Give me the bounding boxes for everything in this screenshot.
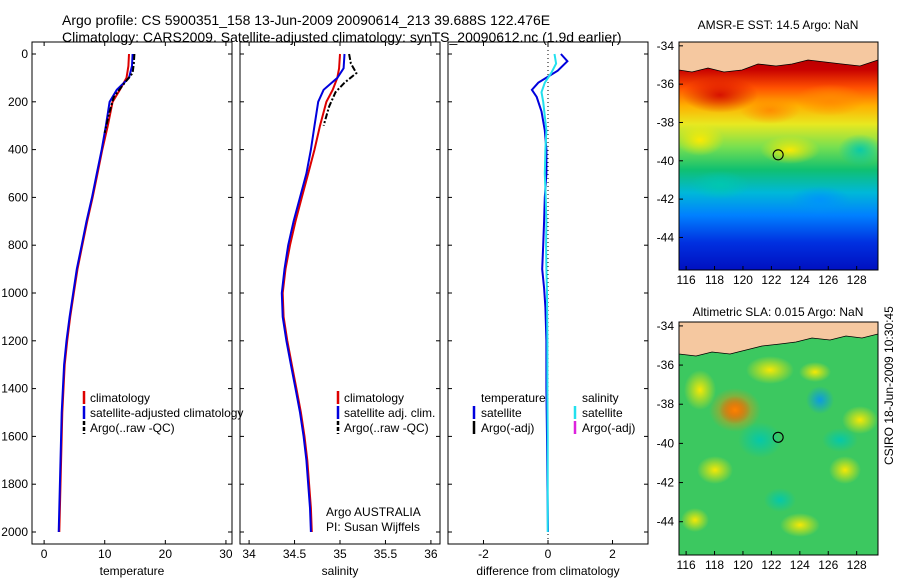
depth-tick-label: 0: [21, 47, 28, 61]
pi-name-label: PI: Susan Wijffels: [326, 520, 420, 534]
sst-lon-label: 116: [677, 273, 696, 287]
sla-lon-label: 126: [818, 558, 838, 572]
depth-tick-label: 600: [8, 190, 28, 204]
sst-lon-label: 128: [847, 273, 867, 287]
sst-lon-label: 118: [705, 273, 724, 287]
salinity-xlabel: salinity: [322, 564, 359, 578]
sla-lon-label: 128: [847, 558, 867, 572]
sst-lat-label: -34: [657, 39, 675, 53]
sst-map: AMSR-E SST: 14.5 Argo: NaN 116 118 120 122 1…: [657, 18, 879, 287]
legend-label-satellite: satellite-adjusted climatology: [90, 406, 243, 420]
temperature-axes-frame: [31, 41, 233, 545]
sla-lon-label: 118: [705, 558, 724, 572]
difference-panel: -2 0 2 difference from climatology: [447, 41, 649, 578]
difference-xtick-label: 0: [545, 547, 552, 561]
temperature-xlabel: temperature: [100, 564, 165, 578]
figure-title-line-1: Argo profile: CS 5900351_158 13-Jun-2009…: [62, 12, 551, 28]
depth-tick-label: 1200: [1, 334, 28, 348]
sla-lat-label: -44: [657, 515, 675, 529]
salinity-series-satellite-adj-clim-: [280, 53, 346, 533]
temperature-legend: climatology satellite-adjusted climatolo…: [82, 391, 243, 435]
temperature-series-satellite-adjusted-climatology: [57, 53, 134, 533]
legend-label-temp-satellite: satellite: [481, 406, 522, 420]
depth-tick-label: 400: [8, 143, 28, 157]
sla-lon-label: 124: [790, 558, 810, 572]
legend-label-climatology: climatology: [90, 391, 150, 405]
depth-tick-label: 1400: [1, 382, 28, 396]
sla-lat-label: -42: [657, 476, 675, 490]
sla-land: [679, 322, 878, 357]
salinity-panel: 34 34.5 35 35.5 36 salinity: [239, 41, 441, 578]
temperature-series-argo-raw-qc-: [103, 53, 136, 134]
temperature-xtick-label: 0: [41, 547, 48, 561]
sst-lat-label: -42: [657, 192, 675, 206]
sla-lon-label: 120: [733, 558, 753, 572]
salinity-axes-frame: [239, 41, 441, 545]
sla-lat-label: -36: [657, 358, 675, 372]
argo-program-label: Argo AUSTRALIA: [326, 505, 421, 519]
difference-series-salinity-satellite: [540, 53, 558, 532]
difference-legend: temperature satellite Argo(-adj) salinit…: [472, 391, 635, 435]
difference-xtick-label: -2: [478, 547, 489, 561]
sst-lat-label: -44: [657, 230, 675, 244]
side-timestamp: CSIRO 18-Jun-2009 10:30:45: [882, 306, 896, 465]
temperature-xtick-label: 10: [98, 547, 112, 561]
salinity-legend: climatology satellite adj. clim. Argo(..…: [326, 391, 435, 534]
depth-tick-label: 2000: [1, 525, 28, 539]
figure-title-line-2: Climatology: CARS2009. Satellite-adjuste…: [62, 29, 622, 45]
temperature-panel: 0 200 400 600 800 1000 1200 1400 1600 1800 2000 0 10…: [1, 41, 233, 578]
salinity-xtick-label: 35: [333, 547, 347, 561]
temperature-series-climatology: [58, 53, 130, 533]
salinity-xtick-label: 35.5: [374, 547, 398, 561]
legend-label-climatology: climatology: [344, 391, 404, 405]
sst-lon-label: 124: [790, 273, 810, 287]
depth-tick-label: 800: [8, 238, 28, 252]
sla-lon-label: 122: [761, 558, 781, 572]
depth-tick-label: 1800: [1, 477, 28, 491]
temperature-xtick-label: 30: [219, 547, 233, 561]
sla-lat-label: -38: [657, 397, 675, 411]
legend-label-argo: Argo(..raw -QC): [90, 421, 175, 435]
salinity-xtick-label: 34.5: [283, 547, 307, 561]
difference-series-temperature-satellite: [530, 53, 569, 533]
legend-label-satellite: satellite adj. clim.: [344, 406, 435, 420]
sst-land: [679, 42, 878, 73]
difference-xtick-label: 2: [609, 547, 616, 561]
legend-heading-temperature: temperature: [481, 391, 546, 405]
sst-lon-label: 126: [818, 273, 838, 287]
sst-lat-label: -36: [657, 77, 675, 91]
sst-lat-label: -38: [657, 115, 675, 129]
sla-lat-label: -34: [657, 319, 675, 333]
salinity-series-argo-raw-qc-: [322, 53, 358, 126]
sst-map-title: AMSR-E SST: 14.5 Argo: NaN: [698, 18, 859, 32]
legend-label-temp-argo: Argo(-adj): [481, 421, 534, 435]
salinity-xtick-label: 34: [242, 547, 256, 561]
legend-heading-salinity: salinity: [582, 391, 619, 405]
sst-lon-label: 122: [761, 273, 781, 287]
sst-lon-label: 120: [733, 273, 753, 287]
salinity-xtick-label: 36: [424, 547, 438, 561]
sla-map: Altimetric SLA: 0.015 Argo: NaN 116 118 12…: [657, 305, 879, 572]
sla-map-title: Altimetric SLA: 0.015 Argo: NaN: [693, 305, 864, 319]
sst-argo-marker: [772, 149, 784, 161]
legend-label-argo: Argo(..raw -QC): [344, 421, 429, 435]
depth-tick-label: 1600: [1, 429, 28, 443]
temperature-xtick-label: 20: [159, 547, 173, 561]
depth-tick-label: 200: [8, 95, 28, 109]
sla-argo-marker: [772, 431, 784, 443]
sla-lon-label: 116: [677, 558, 696, 572]
difference-xlabel: difference from climatology: [476, 564, 619, 578]
salinity-series-climatology: [281, 53, 341, 533]
depth-tick-label: 1000: [1, 286, 28, 300]
legend-label-sal-argo: Argo(-adj): [582, 421, 635, 435]
legend-label-sal-satellite: satellite: [582, 406, 623, 420]
sla-lat-label: -40: [657, 436, 675, 450]
sst-lat-label: -40: [657, 154, 675, 168]
